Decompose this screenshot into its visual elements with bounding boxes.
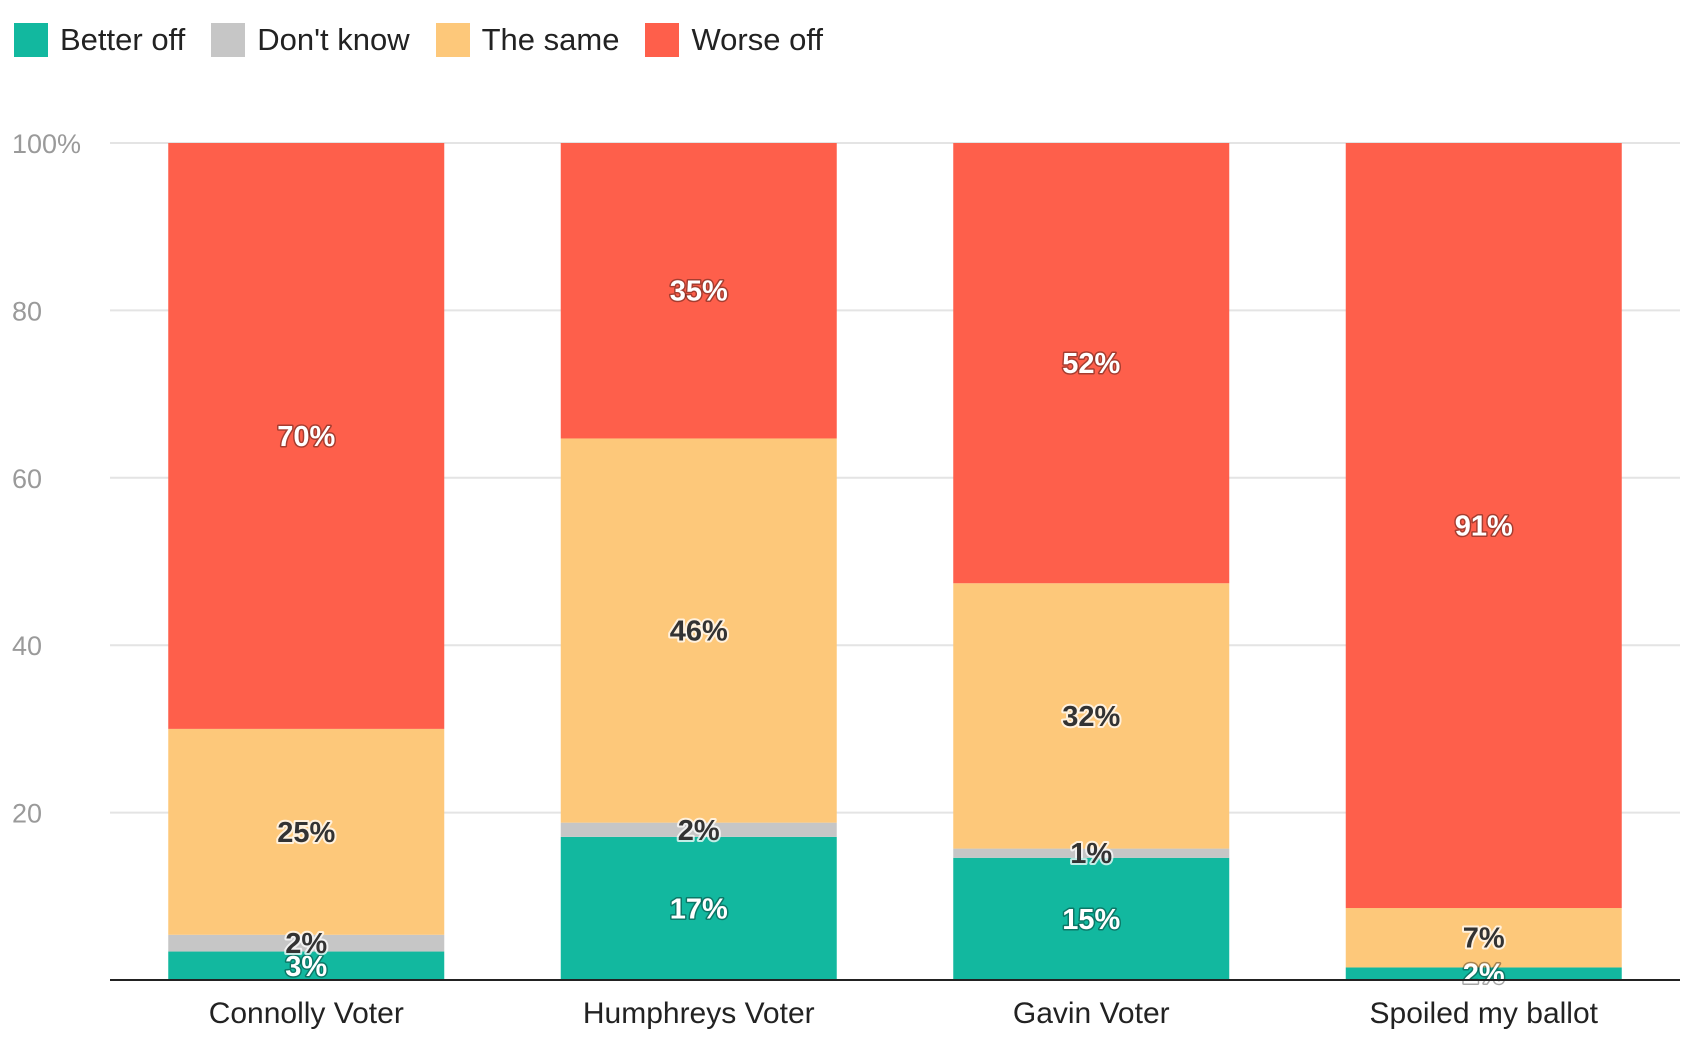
data-label: 2% xyxy=(1463,959,1505,991)
data-label: 3% xyxy=(285,951,327,983)
legend-item: Don't know xyxy=(211,22,410,58)
x-category-label: Gavin Voter xyxy=(1013,997,1170,1030)
data-label: 52% xyxy=(1062,348,1120,380)
data-label: 91% xyxy=(1455,511,1513,543)
data-label: 46% xyxy=(670,616,728,648)
data-label: 25% xyxy=(277,817,335,849)
legend-item: The same xyxy=(435,22,620,58)
bar-segment xyxy=(560,143,837,439)
bar-segment xyxy=(953,848,1230,858)
x-category-label: Humphreys Voter xyxy=(583,997,815,1030)
bar-segment xyxy=(560,836,837,980)
legend-swatch xyxy=(211,23,246,57)
legend-item: Worse off xyxy=(645,22,823,58)
bar-segment xyxy=(953,857,1230,980)
data-label: 17% xyxy=(670,893,728,925)
y-tick-label: 40 xyxy=(12,631,42,661)
bar-segment xyxy=(560,438,837,823)
legend-label: Worse off xyxy=(691,22,823,57)
y-tick-label: 100% xyxy=(12,129,81,159)
data-label: 35% xyxy=(670,276,728,308)
bar-segment xyxy=(1345,908,1622,968)
legend-label: The same xyxy=(481,22,620,57)
bar-segment xyxy=(1345,967,1622,980)
data-label: 2% xyxy=(285,928,327,960)
y-tick-label: 20 xyxy=(12,799,42,829)
legend: Better off Don't know The same Worse off xyxy=(14,22,849,58)
y-tick-label: 80 xyxy=(12,296,42,326)
legend-label: Better off xyxy=(60,22,186,57)
legend-swatch xyxy=(435,23,470,57)
bar-segment xyxy=(953,583,1230,849)
data-label: 7% xyxy=(1463,923,1505,955)
bar-segment xyxy=(1345,143,1622,909)
bar-segment xyxy=(168,934,445,952)
bar-segment xyxy=(168,728,445,935)
x-category-label: Connolly Voter xyxy=(209,997,404,1030)
bar-segment xyxy=(953,143,1230,584)
data-label: 70% xyxy=(277,421,335,453)
data-label: 32% xyxy=(1062,701,1120,733)
x-category-label: Spoiled my ballot xyxy=(1370,997,1599,1030)
y-tick-label: 60 xyxy=(12,464,42,494)
legend-swatch xyxy=(645,23,680,57)
legend-swatch xyxy=(14,23,48,57)
bar-segment xyxy=(168,143,445,729)
data-label: 2% xyxy=(678,815,720,847)
bar-segment xyxy=(560,822,837,837)
bar-segment xyxy=(168,951,445,980)
legend-label: Don't know xyxy=(257,22,410,57)
data-label: 15% xyxy=(1062,904,1120,936)
legend-item: Better off xyxy=(14,22,185,58)
data-label: 1% xyxy=(1070,838,1112,870)
